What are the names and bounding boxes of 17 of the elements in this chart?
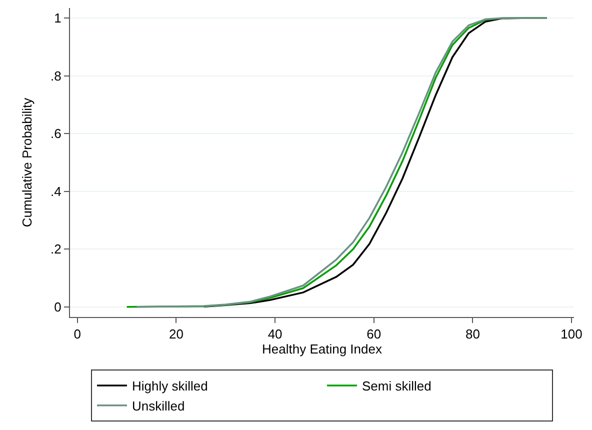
y-tick-label: .2 bbox=[50, 242, 62, 257]
y-tick-label: .8 bbox=[50, 68, 62, 84]
y-tick-label: 0 bbox=[54, 299, 62, 314]
x-tick-label: 60 bbox=[366, 326, 382, 342]
legend-label: Highly skilled bbox=[132, 378, 208, 394]
y-tick-label: .6 bbox=[50, 126, 62, 142]
x-tick-label: 80 bbox=[465, 326, 480, 342]
y-axis-title: Cumulative Probability bbox=[20, 97, 35, 228]
x-tick-label: 100 bbox=[560, 326, 582, 342]
y-tick-label: 1 bbox=[54, 10, 62, 26]
x-tick-label: 20 bbox=[169, 326, 184, 342]
x-tick-label: 0 bbox=[74, 326, 82, 342]
x-axis-title: Healthy Eating Index bbox=[262, 342, 382, 357]
x-tick-label: 40 bbox=[268, 326, 282, 342]
legend-label: Semi skilled bbox=[362, 378, 432, 394]
y-tick-label: .4 bbox=[50, 184, 62, 199]
legend-label: Unskilled bbox=[132, 398, 185, 414]
